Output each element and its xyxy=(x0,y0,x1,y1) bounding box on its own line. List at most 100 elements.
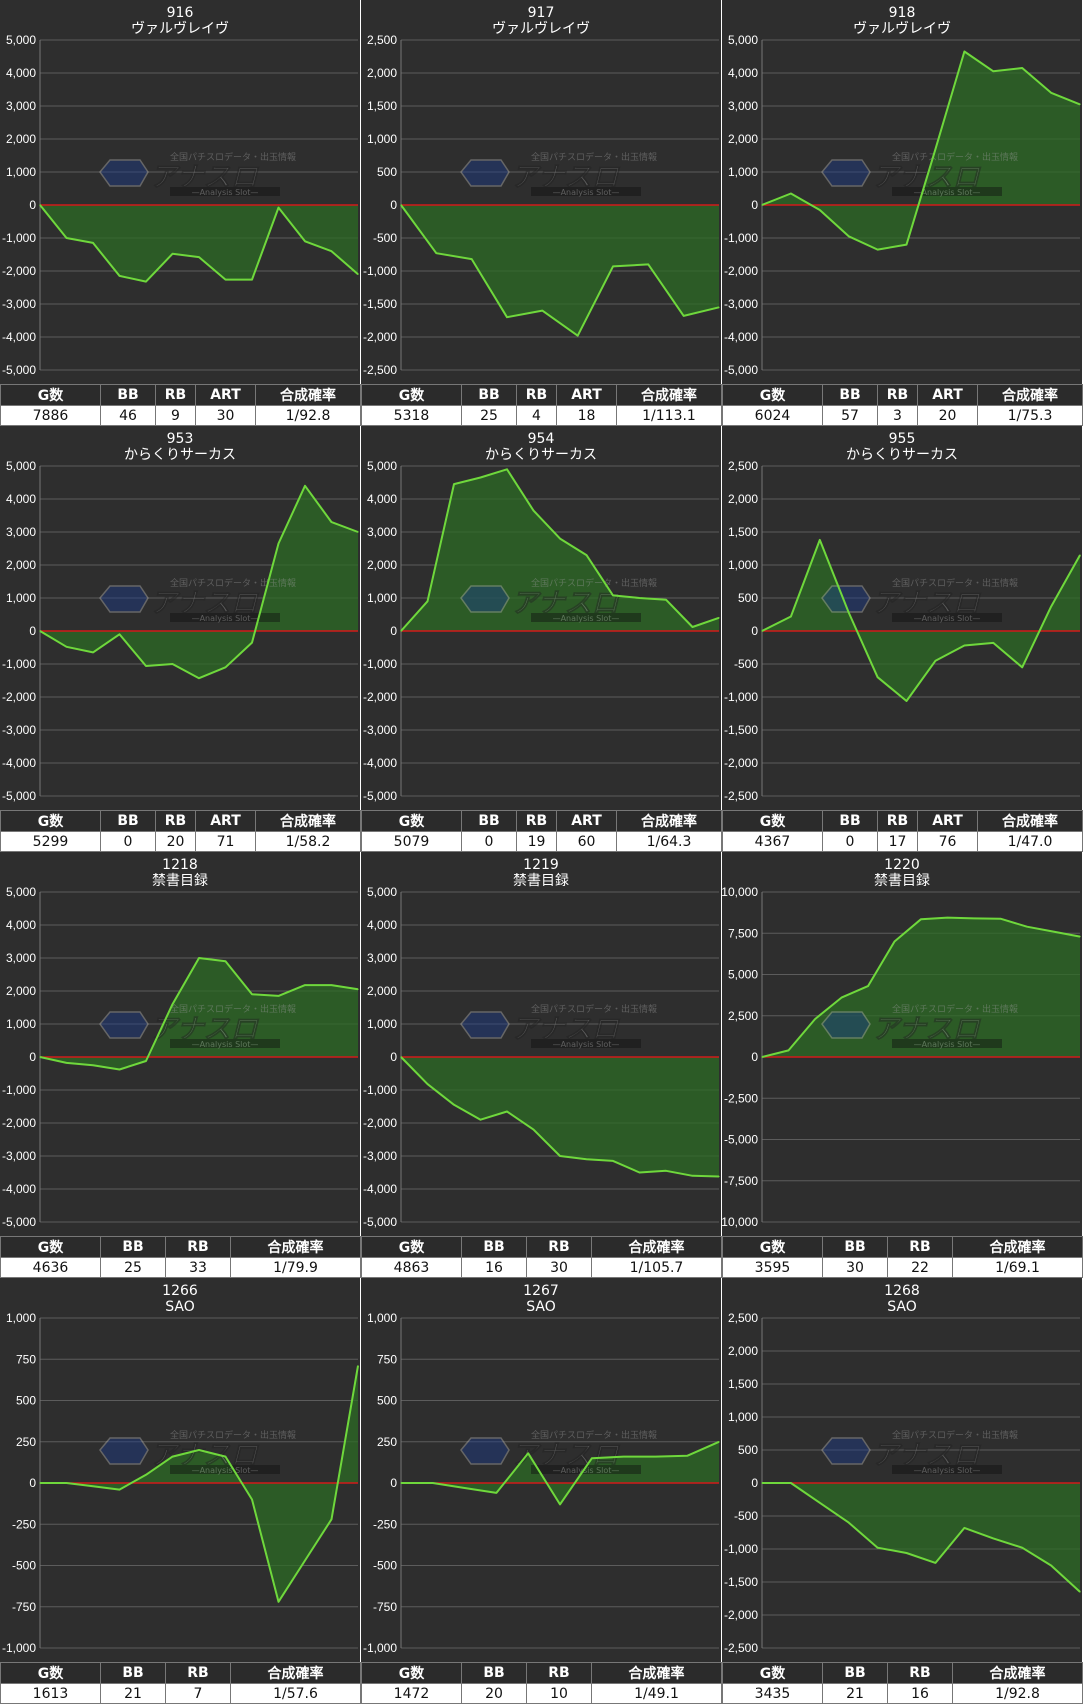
data-point xyxy=(718,1175,720,1178)
y-tick-label: -500 xyxy=(373,1559,397,1573)
y-tick-label: 2,000 xyxy=(728,1344,758,1358)
stats-header: BB xyxy=(461,1236,527,1258)
watermark-tagline: 全国パチスロデータ・出玉情報 xyxy=(170,1003,296,1015)
y-tick-label: 750 xyxy=(16,1352,36,1366)
data-point xyxy=(224,960,227,962)
y-tick-label: -2,000 xyxy=(2,1116,36,1130)
stats-header: ART xyxy=(917,810,978,832)
stats-header: BB xyxy=(100,1662,166,1684)
y-tick-label: 1,000 xyxy=(728,1410,758,1424)
stats-header: 合成確率 xyxy=(255,810,361,832)
hexagon-logo-icon xyxy=(99,585,149,613)
data-point xyxy=(506,468,508,470)
stats-value: 21 xyxy=(822,1683,888,1704)
data-point xyxy=(435,252,437,254)
series-line xyxy=(761,50,1081,251)
stats-header: BB xyxy=(100,810,156,832)
data-point xyxy=(118,633,121,635)
stats-value: 9 xyxy=(155,405,196,426)
data-point xyxy=(432,1482,434,1484)
y-tick-label: -2,500 xyxy=(363,363,397,377)
data-point xyxy=(506,316,508,318)
y-tick-label: -2,000 xyxy=(724,264,758,278)
series-area xyxy=(40,205,358,282)
stats-value: 25 xyxy=(100,1257,166,1278)
data-point xyxy=(92,1485,94,1487)
stats-value: 16 xyxy=(887,1683,953,1704)
stats-value: 22 xyxy=(887,1257,953,1278)
y-tick-label: -5,000 xyxy=(724,1133,758,1147)
stats-value: 7886 xyxy=(0,405,101,426)
stats-header: BB xyxy=(822,810,878,832)
y-tick-label: 0 xyxy=(29,1476,36,1490)
watermark-sub-bar xyxy=(892,1039,1002,1048)
chart-subtitle: SAO xyxy=(887,1299,917,1315)
stats-header: G数 xyxy=(0,384,101,406)
data-point xyxy=(665,599,667,601)
stats-header: 合成確率 xyxy=(591,1662,722,1684)
y-tick-label: 5,000 xyxy=(6,885,36,899)
data-point xyxy=(905,244,908,246)
data-point xyxy=(471,258,473,260)
chart-panel-918: 918 ヴァルヴレイヴ 5,000 4,000 3,000 2,000 1,000 0 -1,0… xyxy=(722,0,1083,426)
watermark-sub: —Analysis Slot— xyxy=(192,188,259,197)
data-point xyxy=(1052,931,1055,933)
y-tick-label: 5,000 xyxy=(367,885,397,899)
y-tick-label: 3,000 xyxy=(728,99,758,113)
y-tick-label: 2,000 xyxy=(728,132,758,146)
stats-header: G数 xyxy=(361,384,462,406)
data-point xyxy=(453,483,455,485)
data-point xyxy=(905,700,908,702)
data-point xyxy=(224,279,227,281)
y-tick-label: 1,500 xyxy=(728,525,758,539)
series-area xyxy=(40,485,358,679)
data-point xyxy=(612,594,614,596)
y-tick-label: 2,000 xyxy=(6,558,36,572)
data-point xyxy=(251,642,253,644)
stats-header-row: G数 BB RB ART 合成確率 xyxy=(361,810,722,832)
watermark-sub: —Analysis Slot— xyxy=(553,1040,620,1049)
data-point xyxy=(1021,67,1023,69)
y-tick-label: 2,500 xyxy=(367,33,397,47)
watermark-sub: —Analysis Slot— xyxy=(914,1040,981,1049)
y-tick-label: 0 xyxy=(751,198,758,212)
data-point xyxy=(330,521,333,523)
stats-value-row: 5318 25 4 18 1/113.1 xyxy=(361,405,722,426)
y-tick-label: 1,000 xyxy=(6,165,36,179)
stats-value: 1/75.3 xyxy=(977,405,1083,426)
y-tick-label: 4,000 xyxy=(6,918,36,932)
data-point xyxy=(946,917,949,919)
y-tick-label: -500 xyxy=(734,1509,758,1523)
hexagon-logo-icon xyxy=(821,1437,871,1465)
data-point xyxy=(1050,1564,1052,1567)
data-point xyxy=(905,1552,908,1554)
y-tick-label: 0 xyxy=(29,1050,36,1064)
data-point xyxy=(464,1487,466,1489)
data-point xyxy=(357,273,359,275)
data-point xyxy=(790,1482,792,1484)
y-tick-label: 5,000 xyxy=(6,459,36,473)
data-point xyxy=(304,240,306,242)
data-point xyxy=(357,988,359,990)
watermark-sub-bar xyxy=(170,187,280,196)
watermark-sub: —Analysis Slot— xyxy=(914,1466,981,1475)
data-point xyxy=(479,1119,482,1121)
stats-value-row: 1472 20 10 1/49.1 xyxy=(361,1683,722,1704)
stats-value-row: 4636 25 33 1/79.9 xyxy=(0,1257,361,1278)
hexagon-logo-icon xyxy=(99,159,149,187)
data-point xyxy=(541,310,543,312)
data-point xyxy=(612,1160,614,1162)
stats-header-row: G数 BB RB ART 合成確率 xyxy=(361,384,722,406)
data-point xyxy=(848,611,850,614)
watermark-tagline: 全国パチスロデータ・出玉情報 xyxy=(170,577,296,589)
y-tick-label: 1,000 xyxy=(6,1017,36,1031)
data-point xyxy=(577,335,579,337)
watermark-sub-bar xyxy=(170,613,280,622)
data-point xyxy=(198,957,200,959)
